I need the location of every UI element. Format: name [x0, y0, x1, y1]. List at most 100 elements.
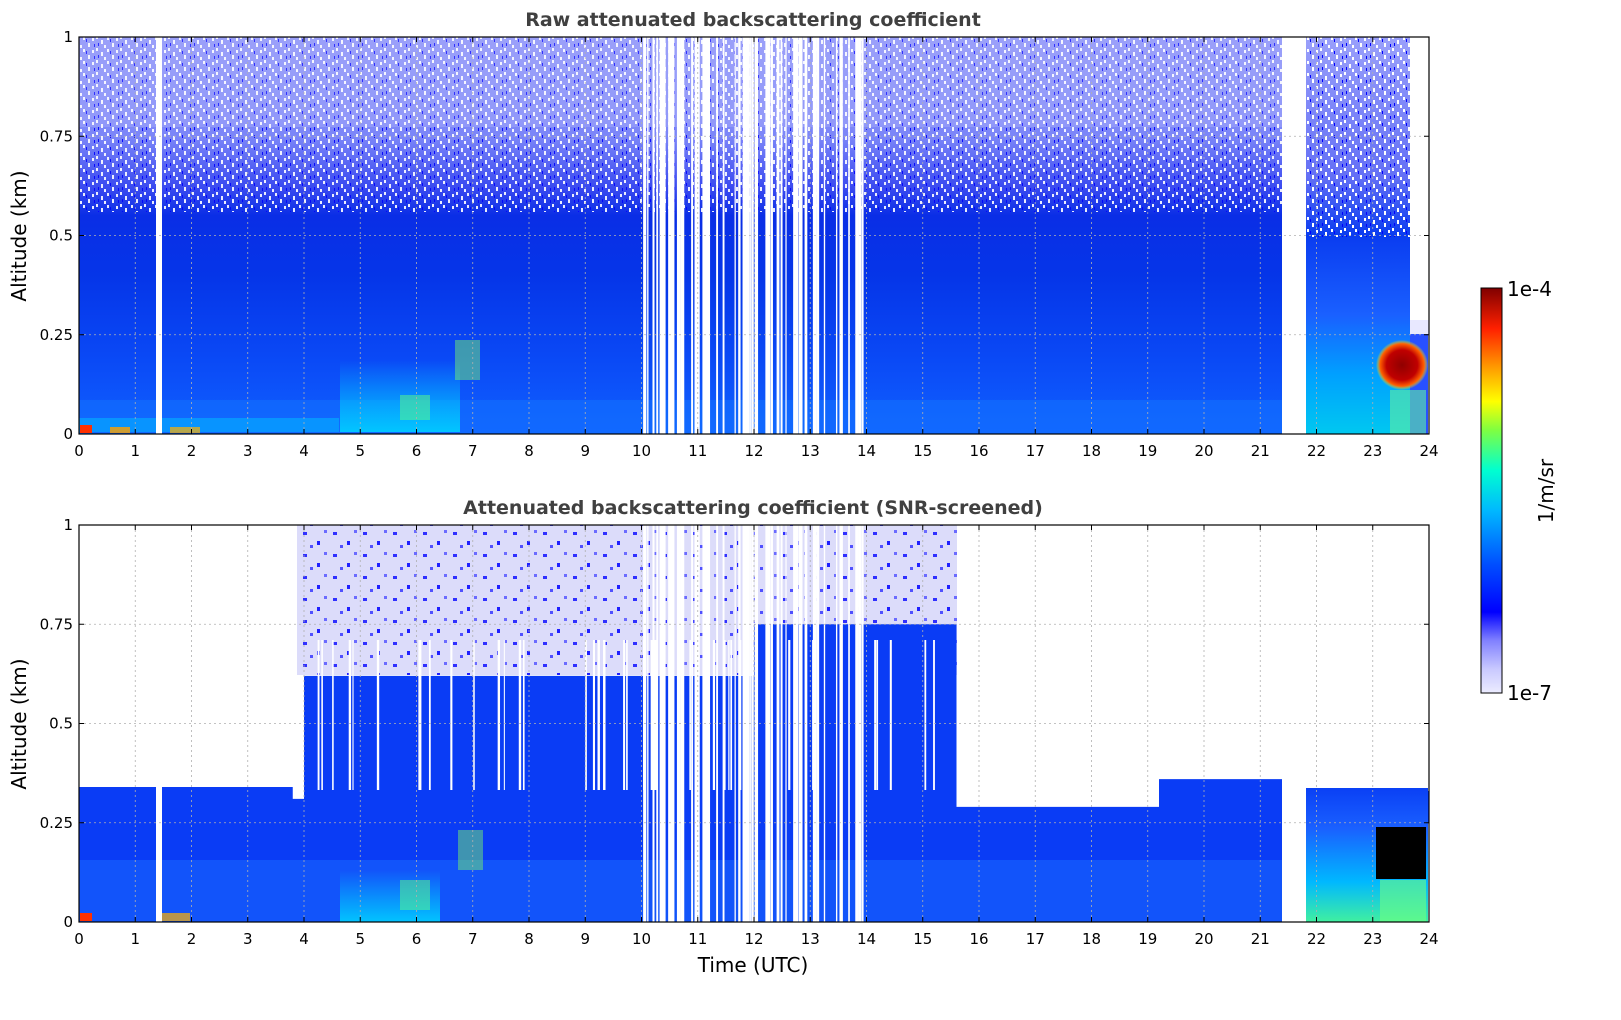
gap-stripe	[707, 37, 711, 434]
y-tick-label: 0.5	[49, 227, 73, 245]
x-tick-label: 5	[355, 442, 365, 460]
x-tick-label: 10	[632, 930, 651, 948]
gap-stripe	[696, 525, 700, 922]
gap-stripe	[691, 525, 694, 922]
x-tick-label: 4	[299, 442, 309, 460]
gap-stripe	[691, 37, 694, 434]
gap-stripe	[597, 640, 600, 790]
gap-stripe	[745, 37, 748, 434]
gap-stripe	[816, 37, 820, 434]
x-tick-label: 6	[412, 930, 422, 948]
gap-stripe	[767, 37, 770, 434]
raw-strong-return	[1376, 340, 1428, 390]
x-tick-label: 19	[1138, 930, 1157, 948]
gap-stripe	[816, 525, 820, 922]
panel-screened: Attenuated backscattering coefficient (S…	[7, 497, 1439, 977]
panel-raw-title: Raw attenuated backscattering coefficien…	[525, 9, 981, 31]
gap-stripe	[716, 37, 719, 434]
gap-stripe	[730, 640, 733, 790]
x-tick-label: 11	[688, 930, 707, 948]
gap-stripe	[839, 37, 843, 434]
gap-stripe	[707, 525, 711, 922]
gap-stripe	[785, 525, 787, 922]
gap-stripe	[497, 640, 501, 790]
y-tick-label: 0	[63, 425, 73, 443]
x-tick-label: 15	[913, 442, 932, 460]
gap-stripe	[473, 640, 475, 790]
gap-stripe	[670, 525, 674, 922]
panel-raw-yticks: 0 0.25 0.5 0.75 1	[40, 28, 1429, 443]
gap-stripe	[924, 640, 927, 790]
gap-stripe	[668, 525, 670, 922]
gap-stripe	[722, 37, 725, 434]
x-tick-label: 4	[299, 930, 309, 948]
gap-stripe	[766, 640, 769, 790]
gap-stripe	[647, 37, 649, 434]
panel-screened-xlabel: Time (UTC)	[697, 953, 809, 977]
gap-stripe	[740, 640, 742, 790]
x-tick-label: 16	[969, 442, 988, 460]
x-tick-label: 11	[688, 442, 707, 460]
gap-stripe	[680, 37, 685, 434]
y-tick-label: 0	[63, 913, 73, 931]
gap-stripe	[689, 640, 691, 790]
gap-stripe	[522, 640, 525, 790]
x-tick-label: 3	[243, 930, 253, 948]
gap-stripe	[376, 640, 380, 790]
gap-stripe	[652, 37, 655, 434]
x-tick-label: 8	[524, 442, 534, 460]
gap-stripe	[647, 525, 649, 922]
gap-stripe	[317, 640, 320, 790]
gap-stripe	[603, 640, 606, 790]
x-tick-label: 22	[1307, 930, 1326, 948]
gap-stripe	[654, 640, 657, 790]
gap-stripe	[751, 525, 754, 922]
panel-screened-xticks: 0 1 2 3 4 5 6 7 8 9 10 11 12 13 14 15 16 17 18 19 20 21 22 23 24	[74, 525, 1439, 948]
x-tick-label: 16	[969, 930, 988, 948]
gap-stripe	[650, 640, 654, 790]
gap-stripe	[793, 525, 795, 922]
x-tick-label: 24	[1419, 930, 1438, 948]
gap-stripe	[662, 525, 666, 922]
gap-stripe	[419, 640, 422, 790]
gap-stripe	[503, 640, 505, 790]
gap-stripe	[751, 37, 754, 434]
gap-stripe	[861, 525, 864, 922]
x-tick-label: 3	[243, 442, 253, 460]
y-tick-label: 0.25	[40, 814, 73, 832]
x-tick-label: 17	[1026, 442, 1045, 460]
x-tick-label: 23	[1363, 930, 1382, 948]
gap-stripe	[626, 640, 628, 790]
gap-stripe	[835, 525, 838, 922]
x-tick-label: 7	[468, 930, 478, 948]
gap-stripe	[642, 640, 645, 790]
x-tick-label: 14	[857, 930, 876, 948]
gap-stripe	[855, 37, 859, 434]
x-tick-label: 9	[580, 442, 590, 460]
gap-stripe	[835, 37, 838, 434]
gap-stripe	[662, 37, 666, 434]
screened-saturated-return	[1376, 827, 1426, 879]
panel-screened-title: Attenuated backscattering coefficient (S…	[463, 497, 1043, 519]
gap-stripe	[799, 37, 803, 434]
x-tick-label: 13	[801, 930, 820, 948]
gap-stripe	[680, 525, 685, 922]
gap-stripe	[767, 525, 770, 922]
gap-stripe	[776, 37, 780, 434]
gap-stripe	[796, 37, 799, 434]
gap-stripe	[668, 37, 670, 434]
x-tick-label: 2	[187, 930, 197, 948]
gap-stripe	[765, 37, 769, 434]
gap-stripe	[796, 525, 799, 922]
panel-raw: Raw attenuated backscattering coefficien…	[7, 9, 1439, 460]
x-tick-label: 21	[1251, 442, 1270, 460]
x-tick-label: 18	[1082, 442, 1101, 460]
panel-raw-xticks: 0 1 2 3 4 5 6 7 8 9 10 11 12 13 14 15 16 17 18 19 20 21 22 23 24	[74, 37, 1439, 460]
x-tick-label: 0	[74, 442, 84, 460]
gap-stripe	[724, 640, 726, 790]
colorbar-scale	[1480, 287, 1503, 694]
gap-stripe	[659, 525, 664, 922]
gap-stripe	[788, 640, 791, 790]
x-tick-label: 6	[412, 442, 422, 460]
gap-stripe	[352, 640, 354, 790]
